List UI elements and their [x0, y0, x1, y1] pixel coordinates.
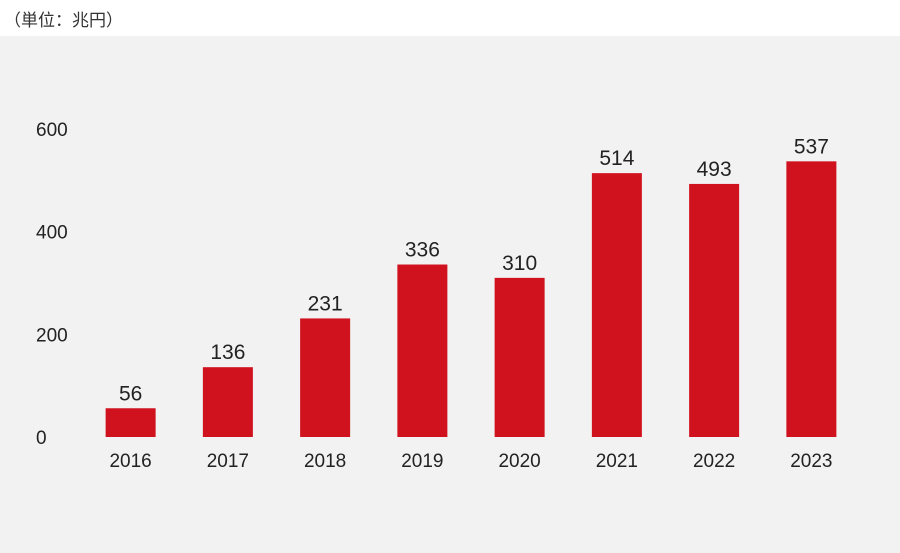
x-tick-label-2019: 2019: [401, 451, 443, 472]
bar-2018: [300, 318, 351, 437]
x-tick-label-2018: 2018: [304, 451, 346, 472]
y-axis-ticks: 0 200 400 600: [36, 120, 68, 449]
bar-2016: [105, 408, 156, 437]
bar-2019: [397, 264, 448, 437]
chart-background: [0, 36, 900, 553]
y-tick-label: 600: [36, 120, 68, 141]
data-label-2020: 310: [502, 252, 537, 275]
x-tick-label-2017: 2017: [207, 451, 249, 472]
x-tick-label-2020: 2020: [498, 451, 540, 472]
data-label-2016: 56: [119, 382, 142, 405]
data-label-2017: 136: [210, 341, 245, 364]
x-tick-label-2016: 2016: [109, 451, 151, 472]
bar-2023: [786, 161, 837, 437]
data-label-2021: 514: [599, 147, 634, 170]
bar-2020: [494, 277, 545, 437]
x-tick-label-2023: 2023: [790, 451, 832, 472]
data-label-2022: 493: [697, 158, 732, 181]
x-tick-label-2021: 2021: [596, 451, 638, 472]
data-label-2023: 537: [794, 135, 829, 158]
chart-panel: 0 200 400 600 56 136 231 336 310 514 493 537 2016 2…: [0, 36, 900, 553]
data-label-2018: 231: [308, 292, 343, 315]
bar-2017: [202, 367, 253, 437]
y-tick-label: 400: [36, 223, 68, 244]
data-label-2019: 336: [405, 239, 440, 262]
x-axis-ticks: 2016 2017 2018 2019 2020 2021 2022 2023: [109, 451, 832, 472]
data-labels: 56 136 231 336 310 514 493 537: [119, 135, 829, 405]
bar-2022: [689, 183, 740, 437]
bar-2021: [591, 173, 642, 437]
y-tick-label: 0: [36, 428, 47, 449]
y-tick-label: 200: [36, 325, 68, 346]
unit-label: （単位：兆円）: [4, 11, 123, 31]
bars: [105, 161, 837, 437]
x-tick-label-2022: 2022: [693, 451, 735, 472]
